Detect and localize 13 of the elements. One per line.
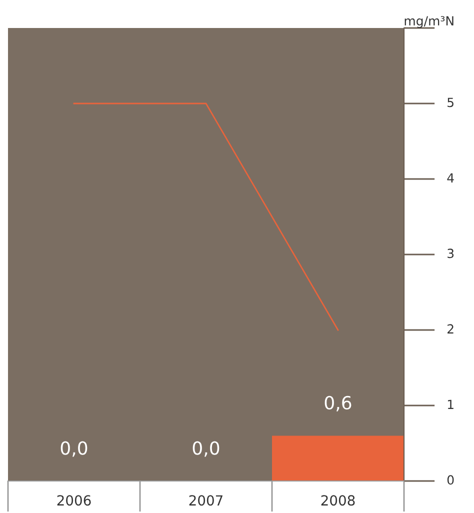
y-tick-label: 2	[448, 324, 454, 334]
data-label: 0,6	[324, 396, 352, 412]
x-tick-label: 2008	[321, 495, 355, 506]
y-tick-label: 0	[447, 475, 454, 485]
y-tick-label: 5	[448, 98, 454, 108]
y-tick-label: 3	[448, 248, 454, 258]
data-label: 0,0	[60, 441, 88, 457]
x-tick-label: 2006	[57, 495, 91, 506]
x-tick-label: 2007	[189, 495, 222, 506]
y-tick-label: 1	[448, 400, 454, 409]
y-tick-label: 4	[447, 173, 454, 182]
y-tick-label: mg/m³N	[404, 16, 454, 28]
data-label: 0,0	[192, 441, 220, 457]
